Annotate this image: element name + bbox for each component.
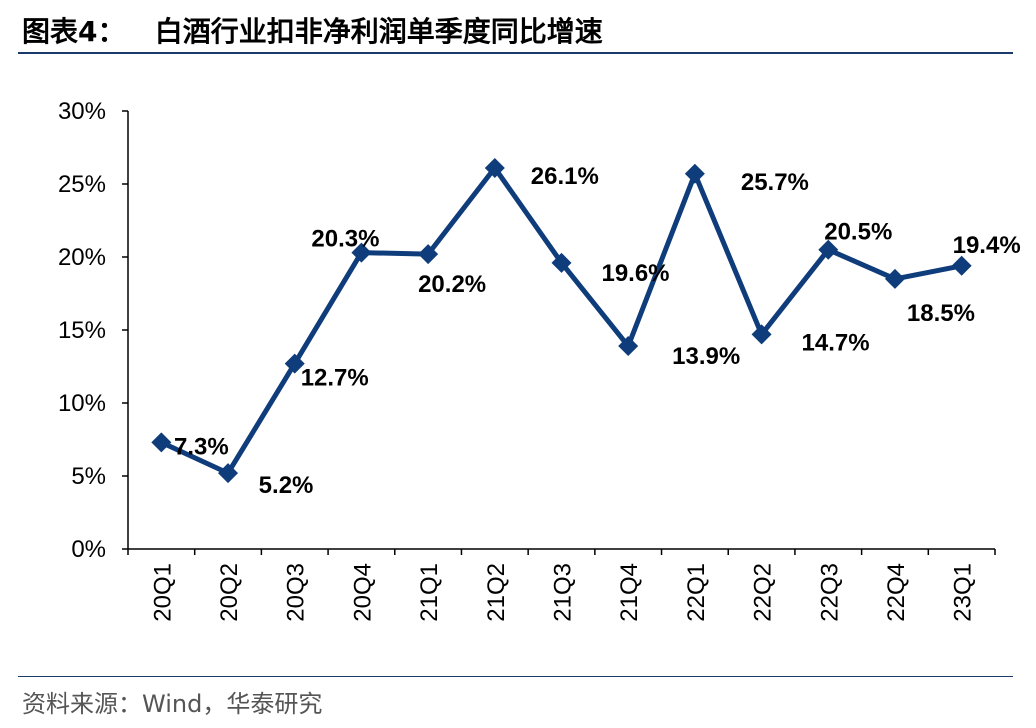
- data-point: [884, 268, 905, 289]
- data-label: 25.7%: [741, 169, 809, 196]
- x-tick-label: 21Q1: [416, 563, 443, 622]
- y-tick-label: 25%: [58, 171, 106, 198]
- data-label: 7.3%: [174, 433, 229, 460]
- series-line: [151, 157, 972, 484]
- x-tick-label: 22Q2: [750, 563, 777, 622]
- data-label: 5.2%: [259, 472, 314, 499]
- data-point: [551, 252, 572, 273]
- x-tick-label: 20Q3: [283, 563, 310, 622]
- axes: 0% 5% 10% 15% 20% 25% 30% 20Q1 20Q2 20Q3 20Q4 21Q1 2…: [58, 98, 996, 622]
- y-tick-label: 10%: [58, 390, 106, 417]
- y-tick-label: 20%: [58, 244, 106, 271]
- title-divider: [18, 52, 1013, 54]
- x-tick-label: 22Q1: [683, 563, 710, 622]
- y-tick-label: 15%: [58, 317, 106, 344]
- data-label: 20.5%: [824, 219, 892, 246]
- data-labels: 7.3% 5.2% 12.7% 20.3% 20.2% 26.1% 19.6% 13.9% 25…: [174, 163, 1021, 499]
- x-tick-label: 21Q4: [616, 563, 643, 622]
- data-point: [818, 239, 839, 260]
- data-label: 13.9%: [672, 343, 740, 370]
- data-label: 12.7%: [301, 365, 369, 392]
- data-label: 14.7%: [802, 329, 870, 356]
- y-tick-label: 30%: [58, 98, 106, 125]
- data-point: [951, 255, 972, 276]
- footer-divider: [18, 676, 1013, 677]
- data-point: [351, 242, 372, 263]
- source-note: 资料来源：Wind，华泰研究: [22, 690, 323, 718]
- data-point: [684, 163, 705, 184]
- data-label: 19.4%: [953, 232, 1021, 259]
- data-point: [218, 463, 239, 484]
- x-tick-label: 20Q2: [216, 563, 243, 622]
- x-tick-label: 23Q1: [950, 563, 977, 622]
- data-label: 26.1%: [531, 163, 599, 190]
- chart-title: 图表4： 白酒行业扣非净利润单季度同比增速: [22, 15, 603, 48]
- data-point: [151, 432, 172, 453]
- x-tick-label: 21Q2: [483, 563, 510, 622]
- data-label: 20.2%: [418, 271, 486, 298]
- data-point: [484, 157, 505, 178]
- line-chart: 0% 5% 10% 15% 20% 25% 30% 20Q1 20Q2 20Q3 20Q4 21Q1 2…: [58, 98, 1021, 622]
- data-label: 20.3%: [311, 226, 379, 253]
- y-tick-label: 5%: [71, 463, 106, 490]
- series-path: [160, 165, 963, 476]
- data-point: [751, 324, 772, 345]
- data-label: 18.5%: [907, 300, 975, 327]
- x-tick-label: 22Q3: [816, 563, 843, 622]
- data-point: [618, 336, 639, 357]
- data-label: 19.6%: [601, 260, 669, 287]
- x-tick-label: 20Q1: [149, 563, 176, 622]
- x-tick-label: 22Q4: [883, 563, 910, 622]
- x-tick-label: 21Q3: [550, 563, 577, 622]
- y-tick-label: 0%: [71, 536, 106, 563]
- data-point: [418, 244, 439, 265]
- x-tick-label: 20Q4: [349, 563, 376, 622]
- data-point: [284, 353, 305, 374]
